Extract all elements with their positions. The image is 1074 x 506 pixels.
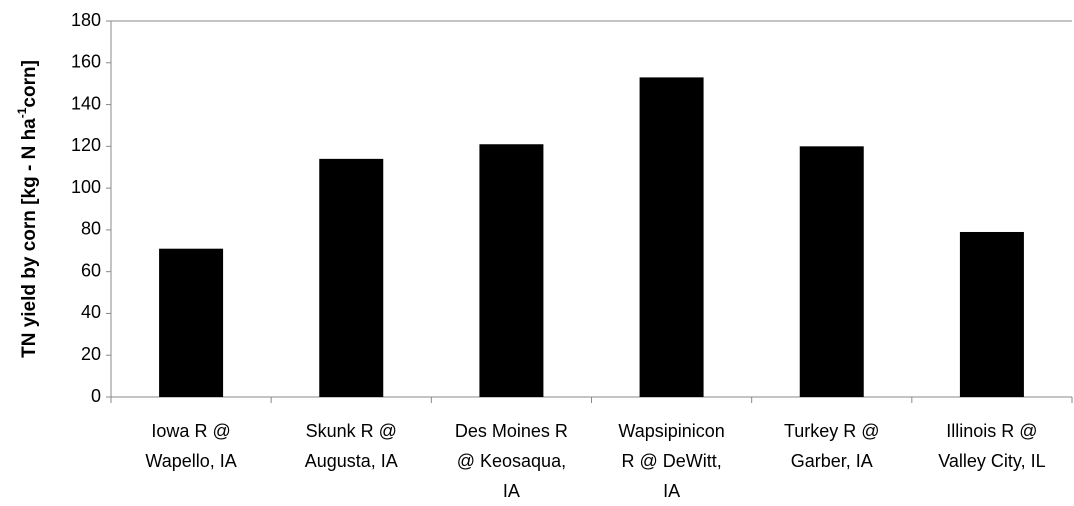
- x-tick-label: Des Moines R: [455, 421, 568, 441]
- bar: [319, 158, 384, 397]
- bar: [799, 146, 864, 397]
- x-tick-label: IA: [663, 481, 680, 501]
- x-tick-label: R @ DeWitt,: [621, 451, 721, 471]
- x-tick-label: IA: [503, 481, 520, 501]
- bar: [479, 144, 544, 397]
- x-tick-label: Skunk R @: [306, 421, 397, 441]
- y-label-superscript: -1: [15, 107, 29, 118]
- x-tick-label: Valley City, IL: [938, 451, 1045, 471]
- y-tick-label: 20: [81, 344, 101, 364]
- bar: [959, 231, 1024, 397]
- y-axis-label: TN yield by corn [kg - N ha-1corn]: [15, 60, 40, 358]
- x-tick-label: Illinois R @: [946, 421, 1037, 441]
- y-tick-label: 160: [71, 52, 101, 72]
- y-tick-label: 40: [81, 302, 101, 322]
- y-tick-label: 180: [71, 10, 101, 30]
- x-tick-label: Iowa R @: [151, 421, 230, 441]
- y-tick-label: 0: [91, 386, 101, 406]
- bar: [639, 77, 704, 398]
- x-tick-label: Augusta, IA: [305, 451, 398, 471]
- x-tick-label: Turkey R @: [784, 421, 880, 441]
- y-tick-label: 80: [81, 219, 101, 239]
- x-tick-label: Wapsipinicon: [618, 421, 724, 441]
- x-tick-label: Wapello, IA: [145, 451, 236, 471]
- y-tick-label: 100: [71, 177, 101, 197]
- bar: [159, 248, 224, 397]
- y-label-part: TN yield by corn [kg - N ha: [19, 118, 40, 358]
- y-label-part: corn]: [19, 60, 40, 108]
- x-tick-label: Garber, IA: [791, 451, 873, 471]
- x-tick-label: @ Keosaqua,: [457, 451, 566, 471]
- y-tick-label: 140: [71, 93, 101, 113]
- y-tick-label: 60: [81, 260, 101, 280]
- y-tick-label: 120: [71, 135, 101, 155]
